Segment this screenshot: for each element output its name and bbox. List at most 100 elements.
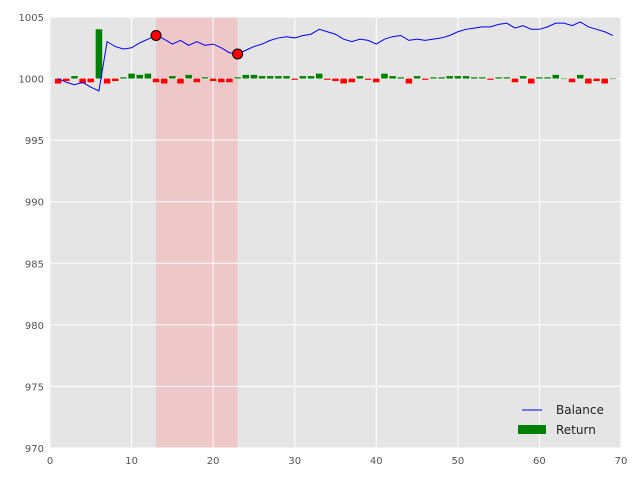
- return-bar: [234, 77, 241, 79]
- balance-line: [57, 21, 614, 92]
- return-bar: [430, 77, 437, 79]
- return-bar: [389, 76, 396, 79]
- legend-swatch-return: [518, 425, 546, 434]
- return-bar: [258, 76, 266, 79]
- return-bar: [315, 73, 323, 79]
- return-bar: [111, 78, 119, 82]
- return-bar: [63, 78, 70, 82]
- return-bar: [128, 73, 135, 79]
- return-bar: [201, 77, 209, 79]
- x-tick-label: 0: [47, 456, 53, 467]
- return-bar: [364, 78, 372, 80]
- return-bar: [381, 73, 388, 79]
- x-tick-label: 60: [533, 456, 546, 467]
- y-tick-label: 1000: [19, 75, 44, 86]
- return-bar: [348, 78, 356, 83]
- return-bar: [95, 29, 103, 79]
- x-tick-label: 20: [207, 456, 220, 467]
- return-bar: [413, 76, 421, 79]
- return-bar: [519, 76, 527, 79]
- balance-line-group: [57, 21, 614, 92]
- return-bar: [307, 76, 315, 79]
- return-bar: [103, 78, 111, 84]
- return-bar: [568, 78, 576, 83]
- shaded-region: [156, 17, 238, 448]
- y-tick-label: 985: [25, 259, 44, 270]
- return-bar: [324, 78, 331, 80]
- return-bars: [54, 29, 617, 84]
- marker-point: [232, 48, 244, 60]
- return-bar: [397, 77, 405, 79]
- return-bar: [283, 76, 290, 79]
- return-bar: [479, 77, 486, 79]
- y-tick-label: 990: [25, 198, 44, 209]
- return-bar: [169, 76, 176, 79]
- return-bar: [356, 76, 364, 79]
- return-bar: [373, 78, 380, 83]
- x-tick-label: 30: [288, 456, 301, 467]
- marker-point: [150, 29, 162, 41]
- y-tick-label: 975: [25, 382, 44, 393]
- return-bar: [536, 77, 543, 79]
- return-bar: [593, 78, 600, 82]
- legend-label-balance: Balance: [556, 403, 604, 417]
- return-bar: [79, 78, 86, 84]
- y-tick-label: 995: [25, 136, 44, 147]
- return-bar: [266, 76, 274, 79]
- axes: 0 10 20 30 40 50 60 70 970 975 980 985 990 995 1000 100…: [19, 13, 628, 467]
- return-bar: [226, 78, 233, 83]
- return-bar: [242, 74, 250, 79]
- return-bar: [144, 73, 152, 79]
- return-bar: [71, 76, 78, 79]
- return-bar: [291, 78, 298, 80]
- plot-frame: [49, 16, 622, 449]
- y-tick-label: 1005: [19, 13, 44, 24]
- return-bar: [275, 76, 282, 79]
- return-bar: [528, 78, 535, 84]
- markers-group: [150, 29, 244, 60]
- x-tick-label: 10: [125, 456, 138, 467]
- legend: Balance Return: [518, 403, 604, 437]
- return-bar: [511, 78, 519, 83]
- return-bar: [462, 76, 470, 79]
- return-bar: [446, 76, 453, 79]
- return-bar: [405, 78, 413, 84]
- return-bar: [503, 77, 511, 79]
- return-bar: [470, 77, 478, 79]
- y-tick-label: 970: [25, 444, 44, 455]
- return-bar: [495, 77, 502, 79]
- return-bar: [576, 74, 584, 79]
- x-tick-label: 40: [370, 456, 383, 467]
- return-bar: [332, 78, 339, 82]
- return-bar: [87, 78, 95, 83]
- plot-background: [50, 17, 621, 448]
- return-bar: [299, 76, 307, 79]
- legend-label-return: Return: [556, 423, 596, 437]
- return-bar: [454, 76, 462, 79]
- return-bar: [209, 78, 217, 82]
- return-bar: [438, 77, 445, 79]
- return-bar: [552, 74, 560, 79]
- plot-area: [50, 17, 621, 448]
- return-bar: [136, 74, 143, 79]
- return-bar: [218, 78, 225, 83]
- return-bar: [487, 78, 494, 80]
- return-bar: [177, 78, 184, 84]
- x-tick-label: 70: [615, 456, 628, 467]
- return-bar: [54, 78, 62, 84]
- return-bar: [609, 78, 617, 80]
- return-bar: [340, 78, 347, 84]
- return-bar: [560, 78, 568, 80]
- return-bar: [601, 78, 608, 84]
- return-bar: [585, 78, 592, 84]
- return-bar: [185, 74, 192, 79]
- return-bar: [160, 78, 168, 84]
- return-bar: [421, 78, 429, 80]
- x-tick-label: 50: [451, 456, 464, 467]
- return-bar: [544, 77, 551, 79]
- return-bar: [193, 78, 201, 83]
- return-bar: [152, 78, 160, 83]
- return-bar: [120, 77, 127, 79]
- y-tick-label: 980: [25, 321, 44, 332]
